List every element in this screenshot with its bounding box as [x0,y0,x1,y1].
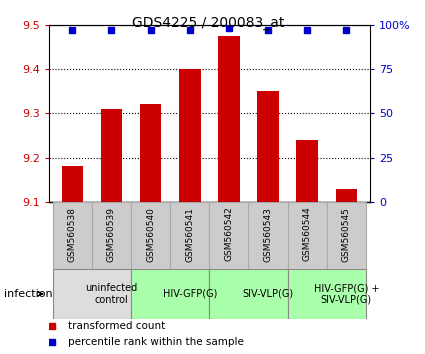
Bar [296,140,318,202]
Text: GSM560543: GSM560543 [264,207,272,262]
Bar [218,36,240,202]
Bar [131,202,170,269]
Bar [257,91,279,202]
Bar [335,188,357,202]
Bar [53,202,92,269]
Text: GSM560544: GSM560544 [303,207,312,262]
Bar [209,269,288,319]
Text: HIV-GFP(G) +
SIV-VLP(G): HIV-GFP(G) + SIV-VLP(G) [314,283,379,305]
Bar [92,202,131,269]
Text: transformed count: transformed count [68,321,165,331]
Text: uninfected
control: uninfected control [85,283,138,305]
Text: GSM560541: GSM560541 [185,207,194,262]
Bar [131,269,209,319]
Text: GSM560545: GSM560545 [342,207,351,262]
Bar [179,69,201,202]
Text: percentile rank within the sample: percentile rank within the sample [68,337,244,347]
Text: GDS4225 / 200083_at: GDS4225 / 200083_at [132,16,284,30]
Bar [62,166,83,202]
Bar [209,202,249,269]
Text: infection: infection [4,289,53,299]
Text: SIV-VLP(G): SIV-VLP(G) [242,289,294,299]
Text: GSM560538: GSM560538 [68,207,77,262]
Bar [327,202,366,269]
Bar [170,202,209,269]
Text: GSM560539: GSM560539 [107,207,116,262]
Text: GSM560540: GSM560540 [146,207,155,262]
Bar [288,202,327,269]
Bar [249,202,288,269]
Text: GSM560542: GSM560542 [224,207,233,262]
Bar [140,104,162,202]
Text: HIV-GFP(G): HIV-GFP(G) [162,289,217,299]
Bar [101,109,122,202]
Bar [53,269,131,319]
Bar [288,269,366,319]
